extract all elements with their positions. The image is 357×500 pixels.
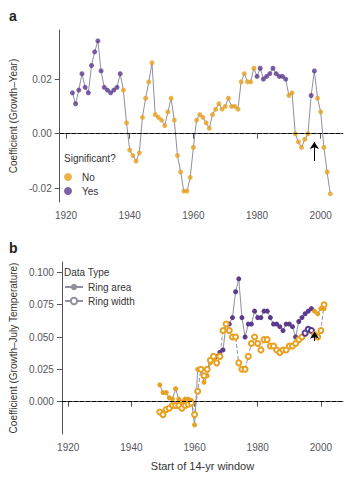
svg-text:1960: 1960 bbox=[183, 442, 206, 453]
svg-text:0.050: 0.050 bbox=[29, 332, 54, 343]
svg-text:1980: 1980 bbox=[246, 210, 269, 221]
svg-text:0.00: 0.00 bbox=[32, 128, 52, 139]
svg-text:1920: 1920 bbox=[55, 210, 78, 221]
svg-text:1940: 1940 bbox=[119, 210, 142, 221]
svg-text:Data Type: Data Type bbox=[64, 267, 110, 278]
svg-text:b: b bbox=[9, 240, 18, 256]
svg-text:0.000: 0.000 bbox=[29, 396, 54, 407]
svg-text:Ring width: Ring width bbox=[88, 296, 135, 307]
svg-text:Coefficient (Growth–July Tempe: Coefficient (Growth–July Temperature) bbox=[8, 263, 19, 434]
svg-text:1960: 1960 bbox=[182, 210, 205, 221]
svg-text:Ring area: Ring area bbox=[88, 282, 132, 293]
svg-text:a: a bbox=[9, 8, 17, 24]
svg-text:Yes: Yes bbox=[82, 186, 98, 197]
svg-text:1940: 1940 bbox=[120, 442, 143, 453]
svg-text:-0.02: -0.02 bbox=[29, 183, 52, 194]
svg-text:Start of 14-yr window: Start of 14-yr window bbox=[151, 460, 254, 472]
svg-text:0.025: 0.025 bbox=[29, 364, 54, 375]
svg-text:1980: 1980 bbox=[247, 442, 270, 453]
svg-text:0.02: 0.02 bbox=[32, 74, 52, 85]
svg-text:1920: 1920 bbox=[57, 442, 80, 453]
svg-text:0.075: 0.075 bbox=[29, 299, 54, 310]
svg-text:2000: 2000 bbox=[310, 442, 333, 453]
svg-text:Significant?: Significant? bbox=[64, 153, 116, 164]
svg-text:0.100: 0.100 bbox=[29, 267, 54, 278]
svg-text:2000: 2000 bbox=[310, 210, 333, 221]
svg-text:No: No bbox=[82, 172, 95, 183]
svg-text:Coefficient (Growth–Year): Coefficient (Growth–Year) bbox=[8, 59, 19, 174]
